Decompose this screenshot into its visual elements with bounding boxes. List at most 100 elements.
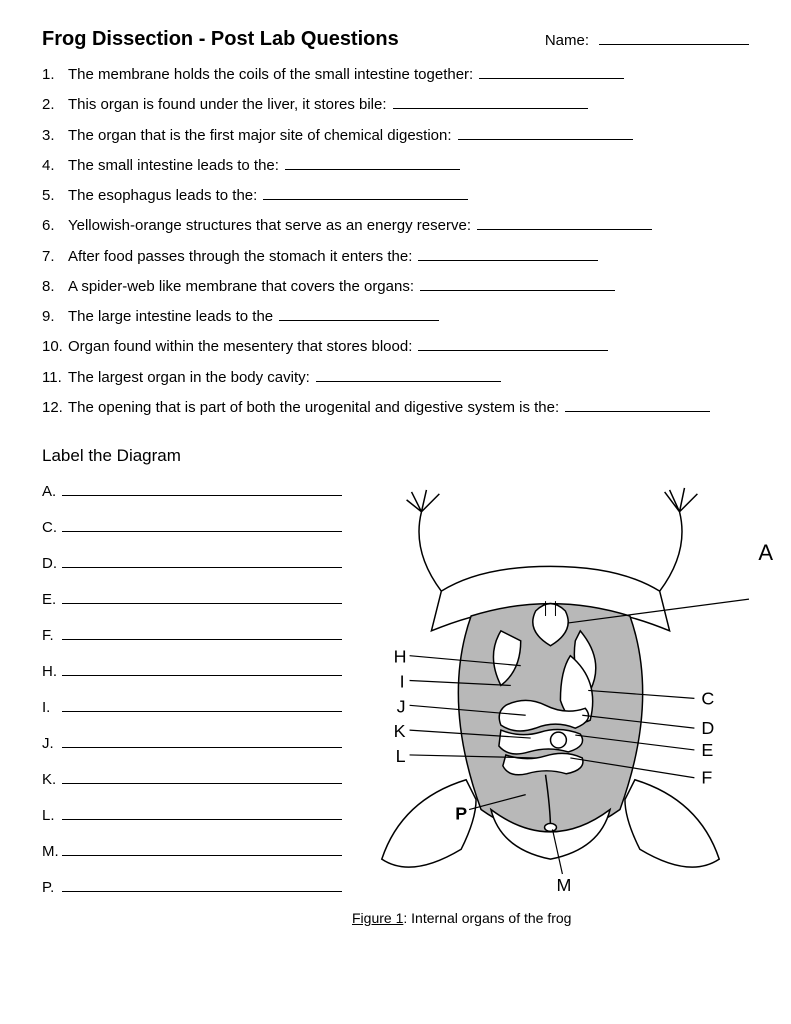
- question-row: 9.The large intestine leads to the: [42, 307, 749, 327]
- question-text: The esophagus leads to the:: [68, 186, 257, 206]
- answer-blank[interactable]: [285, 156, 460, 170]
- answer-blank[interactable]: [479, 65, 624, 79]
- label-blank[interactable]: [62, 806, 342, 820]
- question-number: 2.: [42, 95, 68, 115]
- diagram-label-F: F: [701, 768, 712, 788]
- label-blank[interactable]: [62, 878, 342, 892]
- answer-blank[interactable]: [458, 126, 633, 140]
- questions-list: 1.The membrane holds the coils of the sm…: [42, 65, 749, 418]
- label-blank[interactable]: [62, 698, 342, 712]
- question-text: The organ that is the first major site o…: [68, 126, 452, 146]
- label-letter: P.: [42, 879, 62, 896]
- diagram-label-K: K: [394, 721, 406, 741]
- label-blank[interactable]: [62, 770, 342, 784]
- diagram-column: H I J K L C D E F P M Figure 1: Internal…: [352, 482, 749, 926]
- diagram-label-C: C: [701, 688, 714, 708]
- label-letter: C.: [42, 519, 62, 536]
- answer-blank[interactable]: [477, 216, 652, 230]
- label-row: E.: [42, 590, 342, 608]
- label-blank[interactable]: [62, 842, 342, 856]
- diagram-label-A: A: [758, 540, 773, 566]
- question-text: The small intestine leads to the:: [68, 156, 279, 176]
- question-row: 10.Organ found within the mesentery that…: [42, 337, 749, 357]
- question-row: 12.The opening that is part of both the …: [42, 398, 749, 418]
- question-text: Organ found within the mesentery that st…: [68, 337, 412, 357]
- label-blank[interactable]: [62, 734, 342, 748]
- question-row: 3.The organ that is the first major site…: [42, 126, 749, 146]
- question-text: The membrane holds the coils of the smal…: [68, 65, 473, 85]
- label-blank[interactable]: [62, 662, 342, 676]
- answer-blank[interactable]: [565, 398, 710, 412]
- label-row: I.: [42, 698, 342, 716]
- question-row: 4.The small intestine leads to the:: [42, 156, 749, 176]
- answer-blank[interactable]: [393, 95, 588, 109]
- question-number: 5.: [42, 186, 68, 206]
- label-blank[interactable]: [62, 482, 342, 496]
- question-number: 8.: [42, 277, 68, 297]
- question-text: After food passes through the stomach it…: [68, 247, 412, 267]
- label-row: H.: [42, 662, 342, 680]
- label-letter: E.: [42, 591, 62, 608]
- label-row: C.: [42, 518, 342, 536]
- label-row: J.: [42, 734, 342, 752]
- label-row: A.: [42, 482, 342, 500]
- question-row: 11.The largest organ in the body cavity:: [42, 368, 749, 388]
- label-letter: A.: [42, 483, 62, 500]
- diagram-label-P: P: [455, 803, 467, 823]
- question-number: 12.: [42, 398, 68, 418]
- diagram-label-H: H: [394, 647, 407, 667]
- question-row: 6.Yellowish-orange structures that serve…: [42, 216, 749, 236]
- label-row: D.: [42, 554, 342, 572]
- answer-blank[interactable]: [420, 277, 615, 291]
- question-number: 9.: [42, 307, 68, 327]
- question-row: 7.After food passes through the stomach …: [42, 247, 749, 267]
- diagram-label-L: L: [396, 746, 406, 766]
- label-letter: F.: [42, 627, 62, 644]
- label-letter: M.: [42, 843, 62, 860]
- label-letter: I.: [42, 699, 62, 716]
- label-list: A. C. D. E. F. H. I. J. K. L. M. P.: [42, 482, 342, 926]
- label-row: L.: [42, 806, 342, 824]
- question-text: This organ is found under the liver, it …: [68, 95, 387, 115]
- question-text: The opening that is part of both the uro…: [68, 398, 559, 418]
- page-title: Frog Dissection - Post Lab Questions: [42, 28, 399, 51]
- diagram-label-M: M: [556, 875, 571, 895]
- label-row: P.: [42, 878, 342, 896]
- frog-diagram: H I J K L C D E F P M: [352, 482, 749, 899]
- question-number: 11.: [42, 368, 68, 388]
- section-title: Label the Diagram: [42, 446, 749, 466]
- question-row: 1.The membrane holds the coils of the sm…: [42, 65, 749, 85]
- question-number: 1.: [42, 65, 68, 85]
- diagram-label-I: I: [400, 671, 405, 691]
- answer-blank[interactable]: [418, 247, 598, 261]
- label-blank[interactable]: [62, 626, 342, 640]
- question-number: 7.: [42, 247, 68, 267]
- label-letter: K.: [42, 771, 62, 788]
- question-text: The largest organ in the body cavity:: [68, 368, 310, 388]
- question-row: 5.The esophagus leads to the:: [42, 186, 749, 206]
- label-row: M.: [42, 842, 342, 860]
- label-letter: L.: [42, 807, 62, 824]
- question-text: A spider-web like membrane that covers t…: [68, 277, 414, 297]
- answer-blank[interactable]: [316, 368, 501, 382]
- question-number: 3.: [42, 126, 68, 146]
- label-row: K.: [42, 770, 342, 788]
- question-text: Yellowish-orange structures that serve a…: [68, 216, 471, 236]
- diagram-label-J: J: [397, 696, 406, 716]
- label-row: F.: [42, 626, 342, 644]
- question-number: 6.: [42, 216, 68, 236]
- question-text: The large intestine leads to the: [68, 307, 273, 327]
- label-blank[interactable]: [62, 590, 342, 604]
- question-row: 8.A spider-web like membrane that covers…: [42, 277, 749, 297]
- label-letter: D.: [42, 555, 62, 572]
- answer-blank[interactable]: [263, 186, 468, 200]
- label-letter: H.: [42, 663, 62, 680]
- figure-caption: Figure 1: Internal organs of the frog: [352, 910, 749, 926]
- label-letter: J.: [42, 735, 62, 752]
- label-blank[interactable]: [62, 518, 342, 532]
- label-blank[interactable]: [62, 554, 342, 568]
- diagram-label-E: E: [701, 740, 713, 760]
- answer-blank[interactable]: [418, 337, 608, 351]
- name-blank[interactable]: [599, 31, 749, 45]
- answer-blank[interactable]: [279, 307, 439, 321]
